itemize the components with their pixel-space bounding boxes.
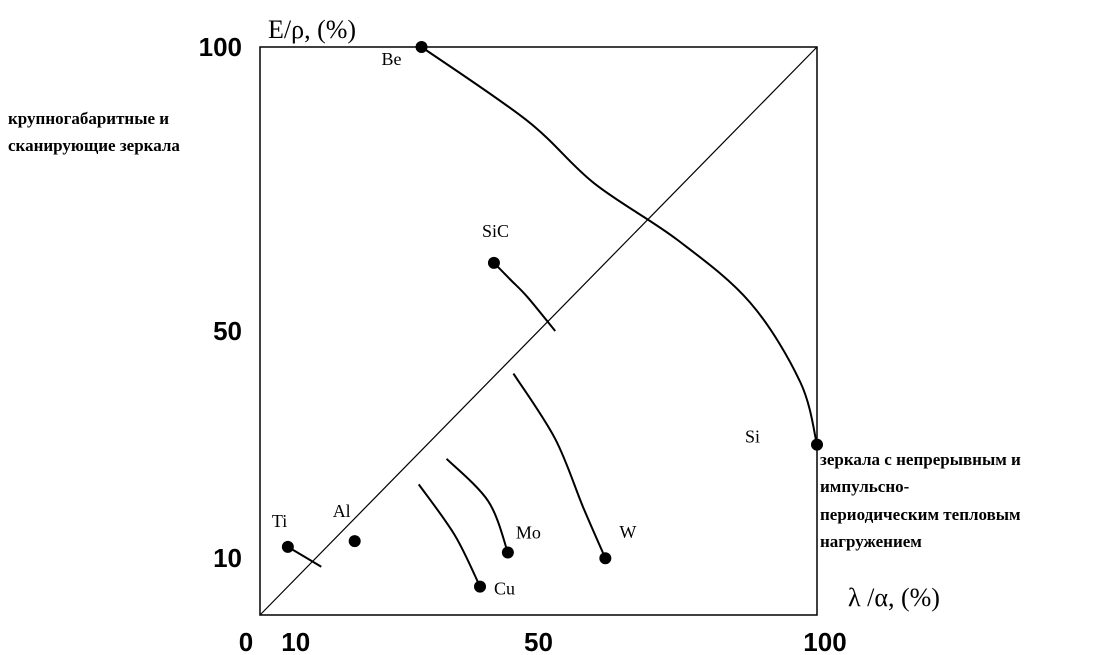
plot-frame [259,46,818,616]
diagonal-line [259,46,818,616]
point-label-be: Be [382,49,402,69]
x-tick-label-10: 10 [281,627,310,655]
note-top-left-line-1: крупногабаритные и [8,109,169,128]
curve-w [512,373,607,559]
y-tick-label-10: 10 [213,543,242,573]
point-label-si: Si [745,427,760,447]
y-tick-label-100: 100 [199,32,242,62]
curve-be-si [420,46,818,445]
point-label-cu: Cu [494,579,515,599]
point-mo [501,546,514,559]
point-label-al: Al [333,501,351,521]
note-right-line-3: периодическим тепловым [820,505,1021,524]
point-be [415,41,428,53]
point-w [599,552,612,565]
x-tick-label-0: 0 [239,627,253,655]
note-right-line-4: нагружением [820,532,922,551]
point-label-ti: Ti [272,511,287,531]
point-si [811,438,823,451]
note-top-left: крупногабаритные и сканирующие зеркала [8,109,180,155]
point-cu [474,580,487,593]
point-al [348,535,361,548]
curve-sic [493,262,556,332]
x-tick-label-50: 50 [524,627,553,655]
point-label-w: W [619,522,636,542]
point-sic [487,256,500,269]
point-label-sic: SiC [482,221,509,241]
note-top-left-line-2: сканирующие зеркала [8,136,180,155]
x-tick-label-100: 100 [803,627,846,655]
point-label-mo: Mo [516,523,541,543]
y-tick-label-50: 50 [213,316,242,346]
curve-cu [417,483,481,588]
curve-mo [445,458,509,553]
note-right-line-1: зеркала с непрерывным и [820,450,1021,469]
y-axis-title: E/ρ, (%) [268,15,356,44]
x-axis-title: λ /α, (%) [848,583,940,612]
note-right: зеркала с непрерывным и импульсно- перио… [820,450,1021,551]
point-ti [281,540,294,553]
note-right-line-2: импульсно- [820,477,910,496]
